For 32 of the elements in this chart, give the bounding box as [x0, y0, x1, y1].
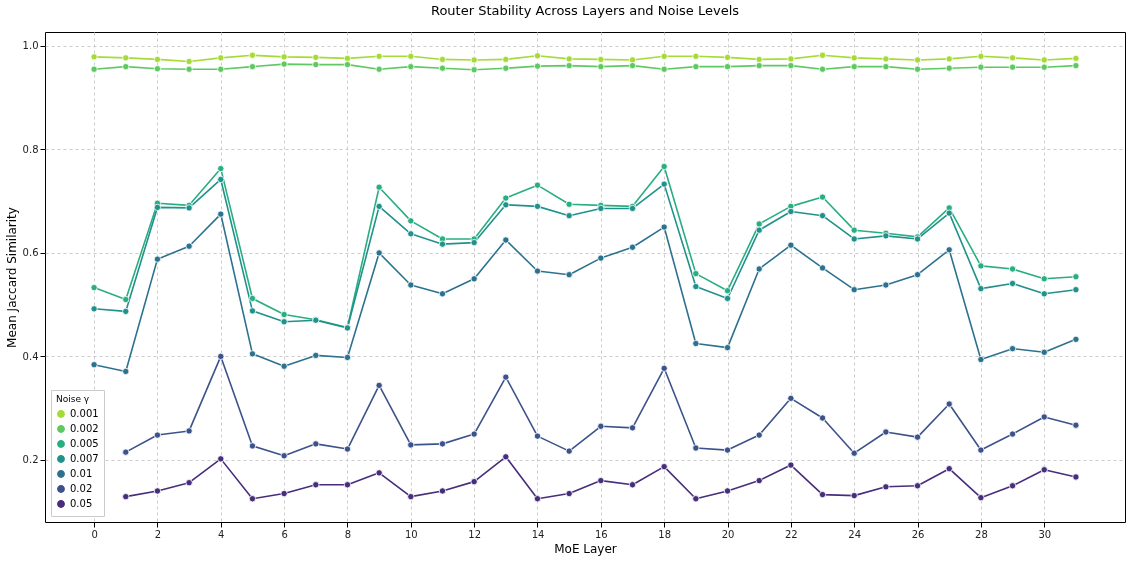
legend-label: 0.05 [70, 498, 93, 509]
x-tick-label: 0 [91, 528, 98, 540]
x-tick-label: 8 [344, 528, 352, 540]
y-tick-label: 0.4 [22, 350, 39, 362]
legend-label: 0.01 [70, 468, 93, 479]
x-tick-label: 4 [218, 528, 225, 540]
x-tick-label: 6 [281, 528, 288, 540]
legend-label: 0.02 [70, 483, 93, 494]
y-tick-label: 1.0 [22, 40, 39, 52]
chart-title: Router Stability Across Layers and Noise Levels [430, 3, 740, 18]
legend-label: 0.005 [70, 438, 99, 449]
y-axis-title: Mean Jaccard Similarity [4, 207, 19, 348]
x-tick-label: 26 [911, 528, 925, 540]
x-axis-title: MoE Layer [554, 541, 617, 556]
legend-label: 0.007 [70, 453, 99, 464]
x-tick-label: 20 [721, 528, 735, 540]
y-tick-label: 0.6 [22, 247, 39, 259]
x-tick-label: 24 [848, 528, 862, 540]
x-tick-label: 16 [594, 528, 608, 540]
x-tick-label: 22 [785, 528, 798, 540]
x-tick-label: 28 [975, 528, 988, 540]
legend-title: Noise γ [56, 394, 90, 404]
x-tick-label: 18 [658, 528, 672, 540]
x-tick-label: 2 [154, 528, 162, 540]
legend-label: 0.002 [70, 423, 99, 434]
y-tick-label: 0.8 [22, 143, 39, 155]
y-tick-label: 0.2 [22, 454, 39, 466]
x-tick-label: 10 [404, 528, 418, 540]
x-tick-label: 14 [531, 528, 545, 540]
x-tick-label: 30 [1038, 528, 1052, 540]
legend-label: 0.001 [70, 408, 99, 419]
x-tick-label: 12 [468, 528, 482, 540]
